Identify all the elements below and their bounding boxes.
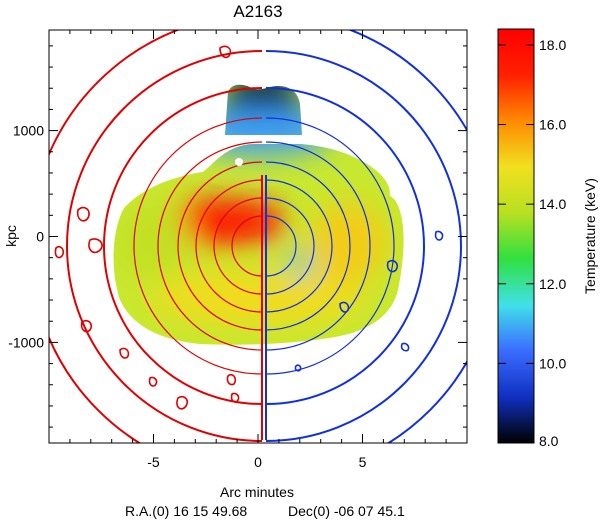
colorbar-tick-label: 14.0 <box>539 196 566 212</box>
point-source-contour <box>119 347 130 359</box>
point-source-contour <box>219 45 232 59</box>
contour-ring-east <box>157 141 263 351</box>
point-source-contour <box>76 206 90 222</box>
contour-ring-east <box>213 197 263 295</box>
chart-title: A2163 <box>233 2 282 21</box>
contour-ring-east <box>66 50 263 442</box>
point-source-contour <box>294 364 302 372</box>
contour-ring-west <box>265 87 425 405</box>
contour-rings-east <box>49 30 263 443</box>
contour-ring-east <box>231 215 263 277</box>
contour-ring-east <box>195 179 263 313</box>
point-source-contour <box>80 319 93 333</box>
temperature-region-south-plateau <box>149 271 367 325</box>
point-source-contour <box>176 395 189 410</box>
contour-ring-west <box>265 197 315 295</box>
contour-ring-west <box>265 50 462 442</box>
x-tick-label: -5 <box>147 454 160 470</box>
point-source-contour <box>400 342 410 352</box>
contour-ring-east <box>133 117 263 375</box>
y-axis-label: kpc <box>3 225 19 247</box>
colorbar-ticks: 18.0 16.0 14.0 12.0 10.0 8.0 <box>498 37 566 449</box>
contour-ring-east <box>177 161 263 331</box>
masked-point-source <box>235 158 243 166</box>
footer-ra: R.A.(0) 16 15 49.68 <box>125 503 247 519</box>
contour-ring-west <box>265 179 333 313</box>
colorbar <box>497 28 535 444</box>
contour-ring-west <box>347 30 467 443</box>
y-tick-label: -1000 <box>8 334 44 350</box>
point-source-contour <box>54 245 65 259</box>
contour-ring-west <box>265 215 297 277</box>
temperature-region-hot-core <box>163 198 286 245</box>
contour-ring-west <box>265 117 395 375</box>
y-axis: 1000 0 -1000 <box>8 45 467 428</box>
colorbar-tick-label: 18.0 <box>539 37 566 53</box>
colorbar-label: Temperature (keV) <box>582 178 598 294</box>
point-source-contours-west <box>294 230 444 372</box>
contour-ring-west <box>265 141 371 351</box>
y-tick-label: 1000 <box>13 123 44 139</box>
contour-ring-east <box>103 87 263 405</box>
point-source-contour <box>230 392 240 403</box>
point-source-contour <box>386 259 399 273</box>
x-tick-label: 5 <box>359 454 367 470</box>
contour-rings-west <box>265 30 467 443</box>
colorbar-tick-label: 10.0 <box>539 355 566 371</box>
footer-dec: Dec(0) -06 07 45.1 <box>288 503 405 519</box>
point-source-contour <box>339 301 350 313</box>
point-source-contour <box>434 230 444 241</box>
plot-area <box>49 30 467 443</box>
x-tick-label: 0 <box>254 454 262 470</box>
colorbar-tick-label: 16.0 <box>539 117 566 133</box>
y-tick-label: 0 <box>36 229 44 245</box>
temperature-region-east-shoulder <box>115 203 192 278</box>
point-source-contour <box>148 376 158 387</box>
contour-ring-west <box>265 161 351 331</box>
x-axis-label: Arc minutes <box>220 484 294 500</box>
temperature-region-west-shoulder <box>308 202 388 284</box>
colorbar-tick-label: 8.0 <box>539 433 559 449</box>
point-source-contour <box>226 373 237 386</box>
point-source-contours-east <box>54 45 240 410</box>
point-source-contour <box>88 238 103 254</box>
contour-ring-east <box>49 30 181 443</box>
x-axis: -5 0 5 <box>69 30 447 470</box>
colorbar-tick-label: 12.0 <box>539 276 566 292</box>
